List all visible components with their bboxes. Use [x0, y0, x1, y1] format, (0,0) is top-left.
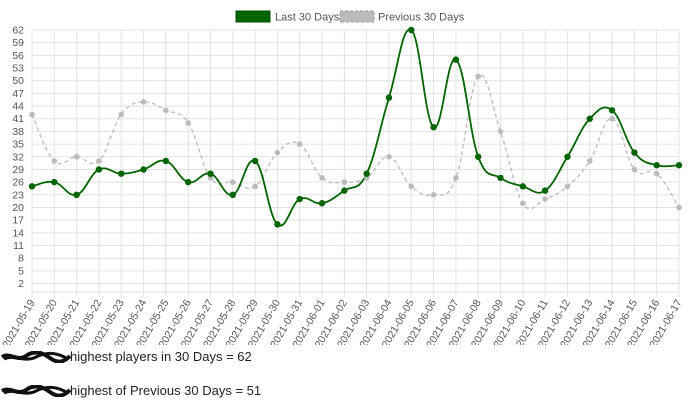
data-point-last: [207, 170, 214, 177]
chart-legend: Last 30 Days Previous 30 Days: [235, 10, 465, 24]
data-point-last: [28, 183, 36, 190]
y-tick-label: 59: [12, 37, 24, 49]
data-point-last: [184, 178, 192, 186]
data-point-last: [475, 153, 482, 160]
data-point-last: [162, 157, 170, 165]
series-lines: [31, 28, 680, 227]
y-tick-label: 8: [18, 253, 24, 265]
legend-label-previous-30-days: Previous 30 Days: [378, 12, 465, 24]
data-point-last: [318, 200, 326, 207]
data-point-previous: [676, 204, 682, 211]
data-point-previous: [341, 179, 348, 185]
y-tick-label: 53: [12, 63, 24, 75]
data-point-previous: [631, 166, 638, 173]
data-point-last: [363, 170, 370, 177]
data-point-last: [608, 107, 616, 114]
data-point-last: [541, 187, 549, 194]
series-line-last-30-days: [31, 28, 680, 227]
data-point-previous: [653, 170, 660, 177]
data-point-last: [497, 174, 504, 182]
data-point-last: [430, 123, 437, 131]
y-tick-label: 23: [12, 189, 24, 201]
y-tick-label: 44: [12, 101, 24, 113]
legend-swatch-last-30-days: [235, 10, 271, 23]
line-chart: 258111417202326293235384144475053565962 …: [0, 10, 685, 345]
data-point-previous: [520, 200, 526, 207]
y-tick-label: 32: [12, 151, 24, 163]
data-point-last: [586, 115, 593, 122]
data-point-last: [118, 170, 125, 177]
data-point-last: [95, 166, 103, 173]
data-point-previous: [96, 158, 102, 164]
data-point-previous: [118, 111, 125, 118]
data-point-previous: [296, 141, 303, 147]
y-tick-label: 26: [12, 177, 24, 189]
data-point-last: [274, 221, 281, 228]
data-point-last: [73, 191, 80, 199]
data-point-previous: [542, 196, 548, 202]
data-point-previous: [386, 153, 392, 160]
y-tick-label: 2: [18, 278, 24, 290]
series-line-previous-30-days: [31, 74, 680, 210]
data-point-previous: [453, 175, 459, 181]
y-tick-label: 38: [12, 126, 24, 138]
data-point-last: [519, 183, 527, 190]
x-axis-ticks: 2021-05-192021-05-202021-05-212021-05-22…: [0, 297, 684, 345]
data-point-previous: [29, 111, 35, 118]
data-point-previous: [430, 192, 437, 198]
data-point-last: [653, 162, 660, 169]
data-point-previous: [408, 183, 415, 190]
y-tick-label: 41: [12, 113, 24, 125]
y-tick-label: 47: [12, 88, 24, 100]
data-point-last: [408, 26, 415, 34]
data-point-last: [631, 149, 638, 156]
data-point-previous: [319, 175, 325, 181]
legend-swatch-previous-30-days: [339, 10, 375, 23]
data-point-previous: [609, 115, 615, 122]
data-point-previous: [185, 120, 191, 126]
data-point-previous: [229, 179, 236, 185]
data-point-last: [341, 187, 348, 194]
data-point-last: [675, 162, 683, 169]
data-point-previous: [252, 183, 258, 190]
data-point-previous: [475, 73, 482, 80]
series-points: [28, 26, 683, 228]
data-point-previous: [497, 128, 504, 135]
y-tick-label: 35: [12, 139, 24, 151]
legend-label-last-30-days: Last 30 Days: [275, 12, 340, 24]
data-point-previous: [73, 153, 80, 160]
y-tick-label: 11: [13, 240, 24, 252]
caption-text: highest of Previous 30 Days = 51: [70, 383, 262, 398]
y-tick-label: 62: [12, 25, 24, 37]
redaction-scribble: [0, 351, 72, 363]
y-tick-label: 50: [12, 75, 24, 87]
y-tick-label: 14: [12, 227, 24, 239]
y-tick-label: 17: [12, 215, 24, 227]
redaction-scribble: [0, 385, 72, 397]
y-tick-label: 20: [12, 202, 24, 214]
y-tick-label: 5: [18, 265, 24, 277]
data-point-last: [452, 56, 460, 63]
y-tick-label: 56: [12, 50, 24, 62]
caption-text: highest players in 30 Days = 62: [70, 349, 252, 364]
data-point-previous: [564, 183, 571, 190]
data-point-last: [564, 153, 571, 160]
data-point-last: [251, 157, 259, 165]
chart-grid: [31, 29, 680, 297]
data-point-previous: [274, 149, 281, 156]
data-point-last: [385, 94, 393, 101]
data-point-last: [296, 195, 303, 203]
y-tick-label: 29: [12, 164, 24, 176]
data-point-previous: [163, 107, 169, 114]
data-point-previous: [586, 158, 593, 164]
data-point-last: [51, 178, 58, 186]
data-point-last: [229, 191, 236, 199]
data-point-previous: [140, 99, 147, 105]
data-point-previous: [51, 158, 58, 164]
data-point-last: [140, 166, 147, 173]
